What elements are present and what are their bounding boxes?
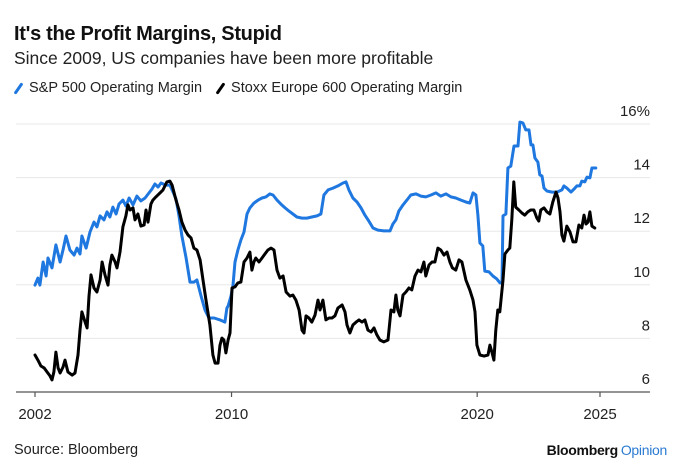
- y-tick-label: 10: [633, 264, 650, 281]
- y-tick-label: 14: [633, 157, 650, 174]
- legend-label-sp500: S&P 500 Operating Margin: [29, 80, 203, 96]
- y-tick-label: 12: [633, 210, 650, 227]
- y-axis-labels: 16% 14 12 10 8 6: [620, 103, 650, 388]
- gridlines: [16, 123, 650, 339]
- x-tick-label: 2025: [583, 406, 616, 423]
- brand-section: Opinion: [620, 442, 667, 458]
- y-tick-label: 8: [642, 317, 650, 334]
- brand-logo: Bloomberg Opinion: [546, 442, 668, 458]
- series-lines: [33, 120, 598, 382]
- legend-item-sp500: S&P 500 Operating Margin: [12, 80, 202, 96]
- legend-label-stoxx: Stoxx Europe 600 Operating Margin: [231, 80, 463, 96]
- legend: S&P 500 Operating Margin Stoxx Europe 60…: [12, 80, 474, 96]
- y-tick-label: 16%: [620, 103, 650, 120]
- chart-title: It's the Profit Margins, Stupid: [14, 23, 282, 45]
- y-tick-label: 6: [642, 371, 650, 388]
- x-tick-label: 2010: [215, 406, 248, 423]
- legend-item-stoxx: Stoxx Europe 600 Operating Margin: [214, 80, 462, 96]
- x-tick-label: 2020: [460, 406, 493, 423]
- brand-name: Bloomberg: [546, 442, 619, 458]
- series-line-sp500: [33, 120, 598, 324]
- series-line-stoxx600: [33, 179, 597, 382]
- chart-subtitle: Since 2009, US companies have been more …: [14, 48, 434, 68]
- source-note: Source: Bloomberg: [14, 442, 139, 458]
- x-tick-label: 2002: [18, 406, 51, 423]
- x-axis: 2002 2010 2020 2025: [16, 391, 650, 423]
